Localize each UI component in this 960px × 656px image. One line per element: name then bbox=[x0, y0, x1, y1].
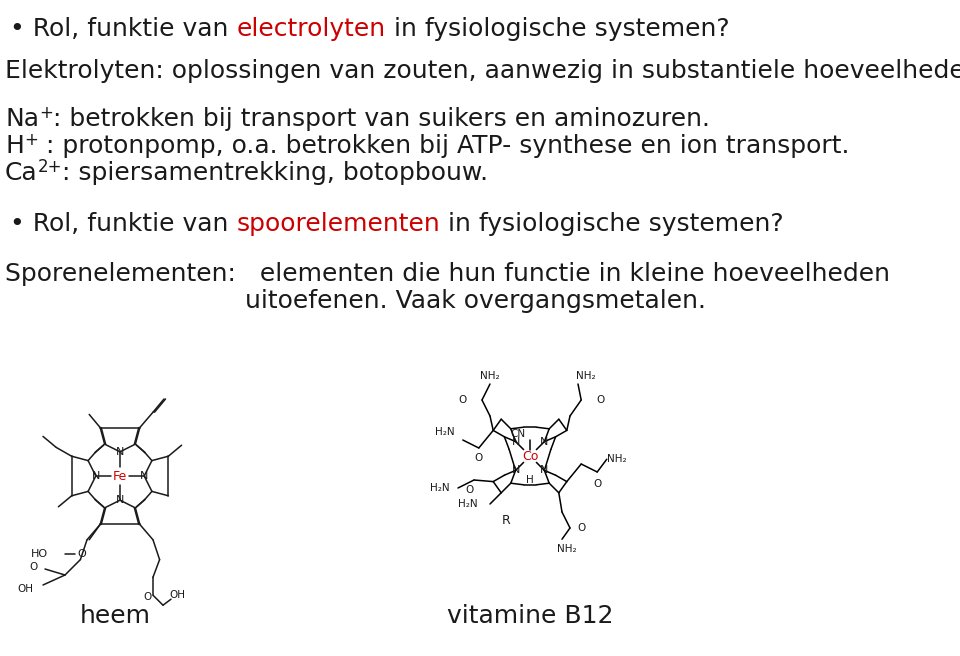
Text: N: N bbox=[512, 437, 519, 447]
Text: R: R bbox=[502, 514, 511, 527]
Text: uitoefenen. Vaak overgangsmetalen.: uitoefenen. Vaak overgangsmetalen. bbox=[5, 289, 706, 313]
Text: Co: Co bbox=[522, 449, 539, 462]
Text: : betrokken bij transport van suikers en aminozuren.: : betrokken bij transport van suikers en… bbox=[53, 107, 709, 131]
Text: N: N bbox=[540, 437, 548, 447]
Text: O: O bbox=[143, 592, 151, 602]
Text: H₂N: H₂N bbox=[458, 499, 477, 509]
Text: NH₂: NH₂ bbox=[557, 544, 577, 554]
Text: HO: HO bbox=[31, 549, 48, 559]
Text: electrolyten: electrolyten bbox=[236, 17, 386, 41]
Text: +: + bbox=[39, 104, 53, 122]
Text: NH₂: NH₂ bbox=[480, 371, 500, 381]
Text: Na: Na bbox=[5, 107, 39, 131]
Text: N: N bbox=[91, 471, 100, 481]
Text: Elektrolyten: oplossingen van zouten, aanwezig in substantiele hoeveelheden.: Elektrolyten: oplossingen van zouten, aa… bbox=[5, 59, 960, 83]
Text: H: H bbox=[5, 134, 24, 158]
Text: H₂N: H₂N bbox=[435, 427, 455, 437]
Text: H₂N: H₂N bbox=[430, 483, 450, 493]
Text: O: O bbox=[596, 395, 605, 405]
Text: NH₂: NH₂ bbox=[576, 371, 596, 381]
Text: Sporenelementen:   elementen die hun functie in kleine hoeveelheden: Sporenelementen: elementen die hun funct… bbox=[5, 262, 890, 286]
Text: CN: CN bbox=[511, 429, 525, 439]
Text: H: H bbox=[526, 475, 534, 485]
Text: vitamine B12: vitamine B12 bbox=[446, 604, 613, 628]
Text: • Rol, funktie van: • Rol, funktie van bbox=[10, 212, 236, 236]
Text: NH₂: NH₂ bbox=[607, 454, 627, 464]
Text: OH: OH bbox=[169, 590, 185, 600]
Text: 2+: 2+ bbox=[37, 158, 62, 176]
Text: N: N bbox=[540, 465, 548, 476]
Text: N: N bbox=[140, 471, 149, 481]
Text: in fysiologische systemen?: in fysiologische systemen? bbox=[440, 212, 783, 236]
Text: N: N bbox=[116, 447, 124, 457]
Text: +: + bbox=[24, 131, 37, 149]
Text: O: O bbox=[474, 453, 483, 463]
Text: • Rol, funktie van: • Rol, funktie van bbox=[10, 17, 236, 41]
Text: heem: heem bbox=[80, 604, 151, 628]
Text: O: O bbox=[465, 485, 473, 495]
Text: N: N bbox=[512, 465, 519, 476]
Text: : spiersamentrekking, botopbouw.: : spiersamentrekking, botopbouw. bbox=[62, 161, 489, 185]
Text: : protonpomp, o.a. betrokken bij ATP- synthese en ion transport.: : protonpomp, o.a. betrokken bij ATP- sy… bbox=[37, 134, 850, 158]
Text: O: O bbox=[578, 523, 587, 533]
Text: O: O bbox=[593, 479, 601, 489]
Text: in fysiologische systemen?: in fysiologische systemen? bbox=[386, 17, 730, 41]
Text: Ca: Ca bbox=[5, 161, 37, 185]
Text: O: O bbox=[78, 549, 86, 559]
Text: spoorelementen: spoorelementen bbox=[236, 212, 440, 236]
Text: O: O bbox=[459, 395, 467, 405]
Text: OH: OH bbox=[17, 584, 33, 594]
Text: O: O bbox=[29, 562, 37, 572]
Text: N: N bbox=[116, 495, 124, 505]
Text: Fe: Fe bbox=[113, 470, 127, 483]
